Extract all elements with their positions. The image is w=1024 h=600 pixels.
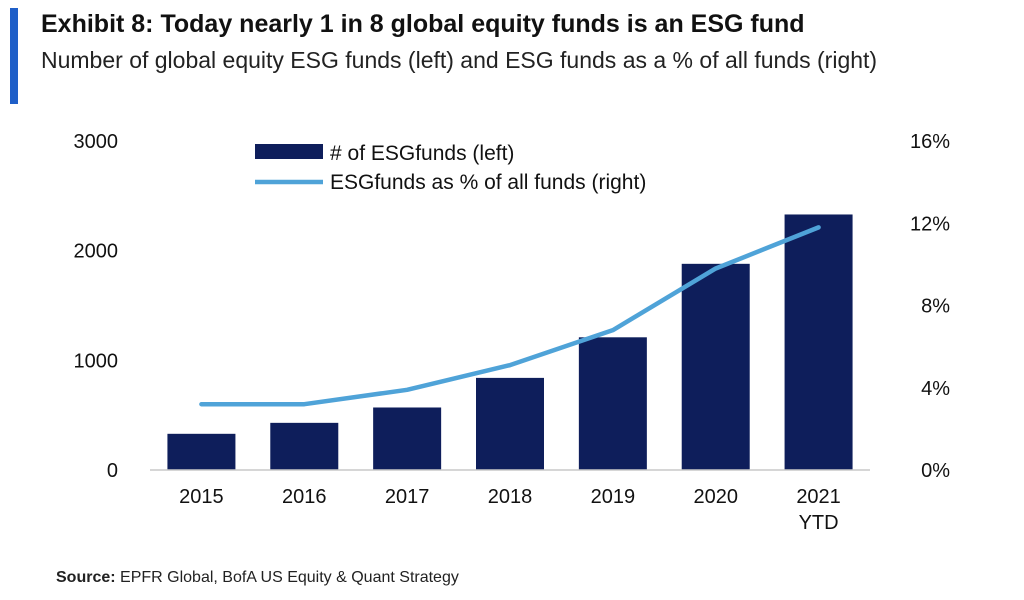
legend: # of ESGfunds (left) ESGfunds as % of all… — [255, 142, 646, 194]
chart-title: Exhibit 8: Today nearly 1 in 8 global eq… — [41, 10, 805, 38]
x-tick-label-3: 2018 — [488, 486, 533, 508]
chart-area: 2015 2016 2017 2018 2019 2020 2021 YTD 0 1000 2000… — [74, 131, 951, 534]
bars-layer — [167, 214, 853, 470]
chart-subtitle: Number of global equity ESG funds (left)… — [41, 47, 878, 73]
y-right-tick-label-1: 4% — [921, 378, 950, 400]
bar-5 — [681, 263, 750, 470]
bar-4 — [578, 337, 647, 470]
bar-0 — [167, 433, 236, 470]
x-tick-label-5: 2020 — [693, 486, 738, 508]
source-label: Source: — [56, 569, 116, 586]
y-left-tick-label-1: 1000 — [74, 350, 119, 372]
legend-label-bar: # of ESGfunds (left) — [330, 142, 514, 165]
axis-layer: 2015 2016 2017 2018 2019 2020 2021 YTD 0 1000 2000… — [74, 131, 951, 534]
source-text: EPFR Global, BofA US Equity & Quant Stra… — [115, 569, 459, 586]
legend-label-line: ESGfunds as % of all funds (right) — [330, 171, 646, 194]
x-tick-label-2: 2017 — [385, 486, 430, 508]
x-tick-label-6: 2021 YTD — [796, 486, 841, 534]
x-tick-label-1: 2016 — [282, 486, 327, 508]
x-tick-label-4: 2019 — [591, 486, 636, 508]
title-accent-bar — [10, 8, 18, 104]
bar-3 — [476, 377, 544, 470]
y-left-tick-label-0: 0 — [107, 460, 118, 482]
legend-swatch-bar — [255, 144, 323, 159]
bar-1 — [270, 422, 339, 470]
y-left-tick-label-3: 3000 — [74, 131, 119, 153]
y-right-tick-label-3: 12% — [910, 213, 950, 235]
x-tick-label-0: 2015 — [179, 486, 224, 508]
y-right-tick-label-2: 8% — [921, 296, 950, 318]
line-layer — [199, 225, 821, 407]
y-right-tick-label-4: 16% — [910, 131, 950, 153]
bar-6 — [784, 214, 853, 470]
y-left-tick-label-2: 2000 — [74, 241, 119, 263]
source-note: Source: EPFR Global, BofA US Equity & Qu… — [56, 569, 459, 587]
y-right-tick-label-0: 0% — [921, 460, 950, 482]
bar-2 — [373, 407, 442, 470]
